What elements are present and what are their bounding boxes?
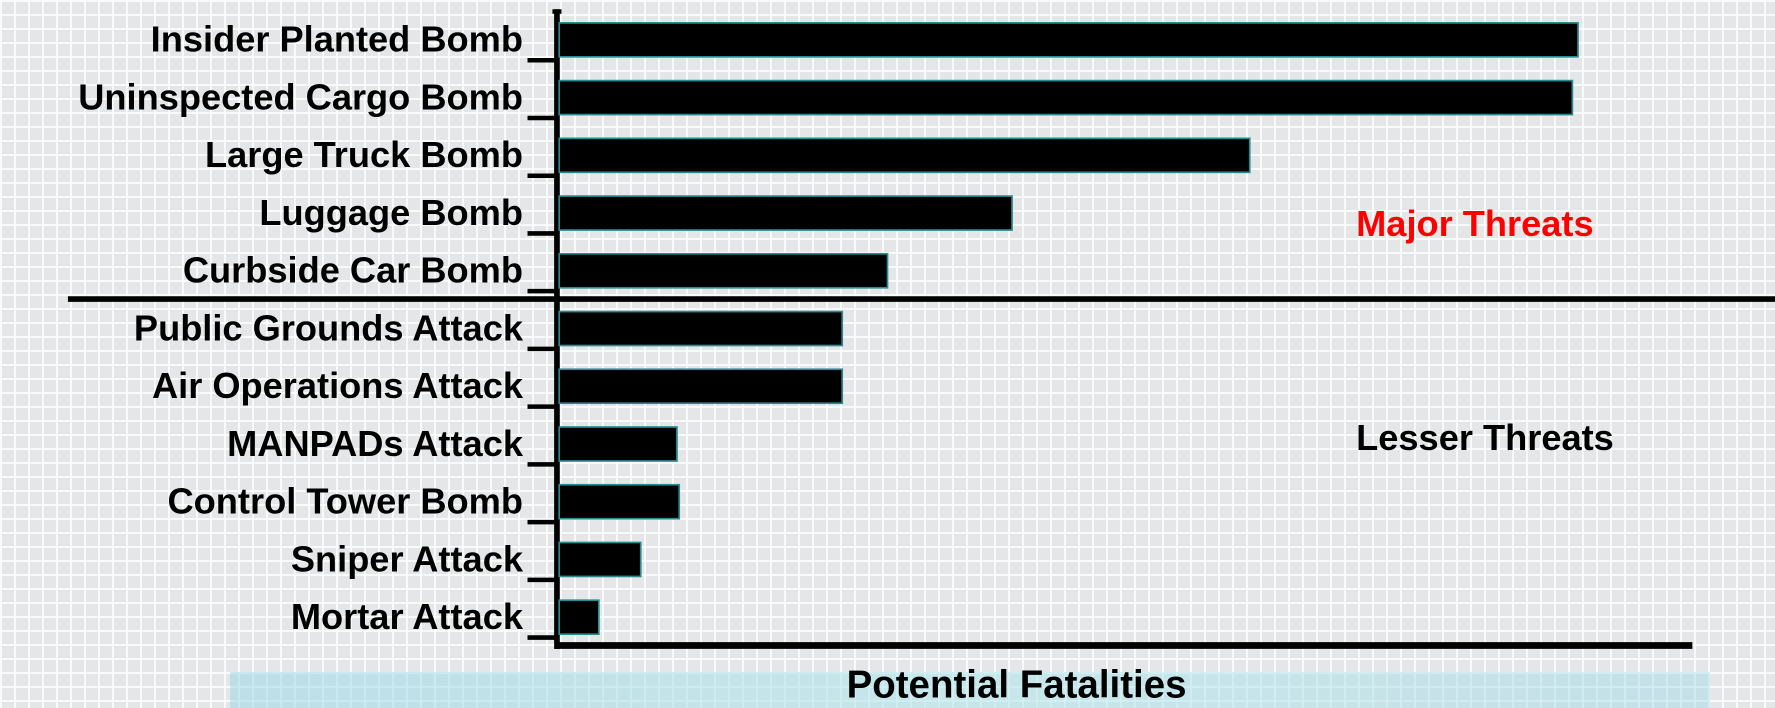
decor-band	[230, 672, 1710, 708]
y-tick-label: Insider Planted Bomb	[151, 19, 523, 60]
y-tick-label: Sniper Attack	[291, 538, 524, 579]
y-tick-label: Curbside Car Bomb	[183, 250, 523, 291]
bar	[558, 426, 678, 462]
y-tick-label: Control Tower Bomb	[168, 481, 523, 522]
x-axis-label: Potential Fatalities	[847, 664, 1187, 707]
y-tick-label: Air Operations Attack	[152, 365, 524, 406]
annotation: Major Threats	[1356, 203, 1594, 244]
y-tick-label: Large Truck Bomb	[205, 134, 523, 175]
bar	[558, 137, 1251, 174]
bar	[558, 79, 1574, 116]
bar	[558, 483, 681, 520]
bar	[558, 541, 642, 578]
y-tick-label: Uninspected Cargo Bomb	[78, 76, 523, 117]
y-tick-label: Mortar Attack	[291, 596, 524, 637]
bar	[558, 599, 600, 636]
bar	[558, 22, 1579, 58]
y-tick-label: Luggage Bomb	[259, 192, 523, 233]
bar	[558, 310, 844, 347]
bar	[558, 252, 889, 289]
annotation: Lesser Threats	[1356, 417, 1614, 458]
y-tick-label: Public Grounds Attack	[134, 307, 524, 348]
bar	[558, 368, 844, 405]
y-tick-label: MANPADs Attack	[227, 423, 524, 464]
bar	[558, 195, 1013, 231]
